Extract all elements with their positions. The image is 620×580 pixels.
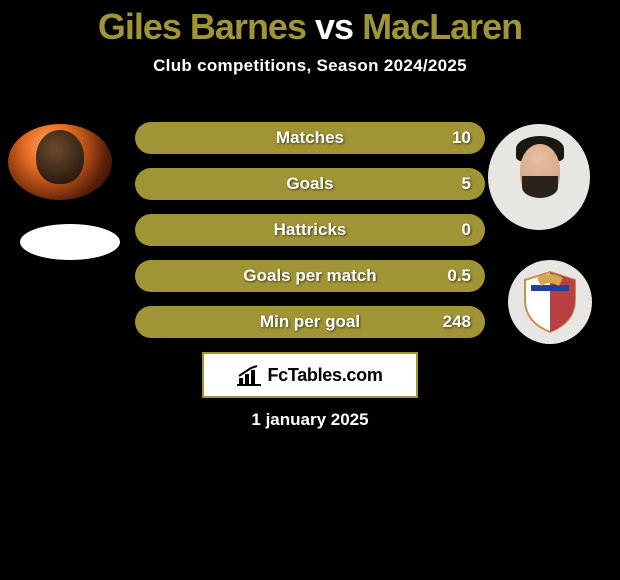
subtitle: Club competitions, Season 2024/2025 [0, 56, 620, 76]
player2-name: MacLaren [362, 6, 522, 47]
date-label: 1 january 2025 [0, 410, 620, 430]
player2-beard [522, 176, 558, 198]
stat-label: Matches [276, 128, 344, 148]
stat-bar-matches: Matches 10 [135, 122, 485, 154]
stat-bars: Matches 10 Goals 5 Hattricks 0 Goals per… [135, 122, 485, 352]
stat-value-right: 0 [462, 220, 471, 240]
player1-club-logo [20, 224, 120, 260]
player2-club-logo [508, 260, 592, 344]
branding-badge: FcTables.com [202, 352, 418, 398]
stat-value-right: 10 [452, 128, 471, 148]
stat-bar-goals-per-match: Goals per match 0.5 [135, 260, 485, 292]
branding-text: FcTables.com [267, 365, 382, 386]
vs-separator: vs [315, 6, 353, 47]
player1-avatar [8, 124, 112, 200]
stat-label: Hattricks [274, 220, 347, 240]
player1-name: Giles Barnes [98, 6, 306, 47]
stat-label: Goals per match [243, 266, 376, 286]
stat-value-right: 5 [462, 174, 471, 194]
stat-bar-goals: Goals 5 [135, 168, 485, 200]
stat-label: Goals [286, 174, 333, 194]
page-title: Giles Barnes vs MacLaren [0, 0, 620, 48]
shield-icon [521, 270, 579, 334]
stat-bar-min-per-goal: Min per goal 248 [135, 306, 485, 338]
stat-label: Min per goal [260, 312, 360, 332]
comparison-card: Giles Barnes vs MacLaren Club competitio… [0, 0, 620, 580]
chart-icon [237, 364, 261, 386]
player2-avatar [488, 124, 590, 230]
stat-bar-hattricks: Hattricks 0 [135, 214, 485, 246]
player1-face [36, 130, 84, 184]
stat-value-right: 248 [443, 312, 471, 332]
stat-value-right: 0.5 [447, 266, 471, 286]
